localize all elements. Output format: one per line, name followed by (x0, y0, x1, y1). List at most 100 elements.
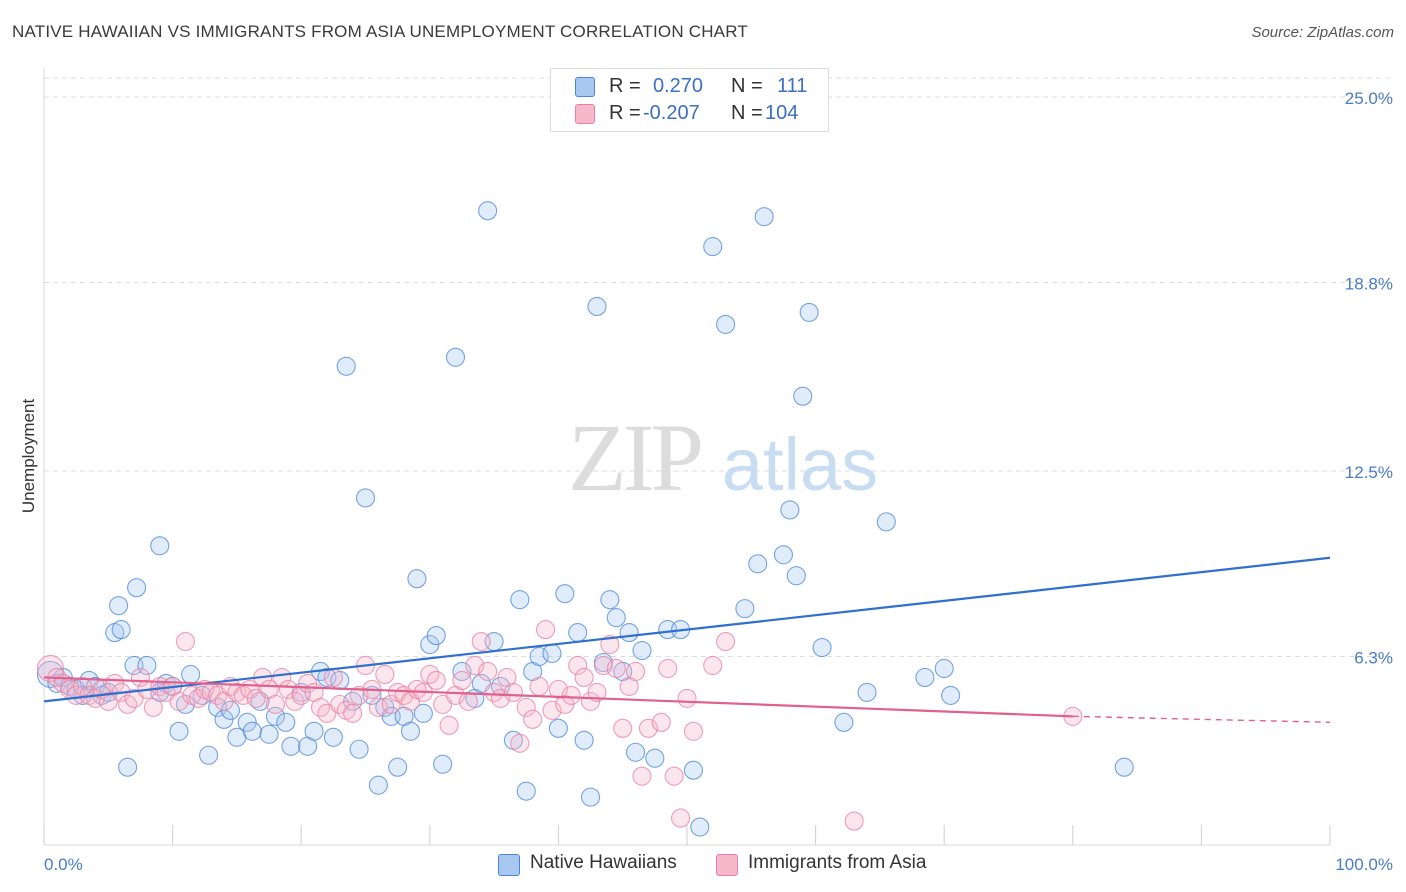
native-hawaiian-point (169, 721, 189, 741)
native-hawaiian-point (355, 488, 376, 508)
native-hawaiian-point (433, 754, 453, 774)
native-hawaiian-point (259, 724, 279, 744)
immigrants-from-asia-point (375, 664, 395, 685)
native-hawaiian-point (1114, 757, 1134, 777)
native-hawaiian-point (626, 742, 646, 762)
native-hawaiian-point (109, 596, 129, 616)
watermark-zip: ZIP (568, 404, 701, 511)
watermark-atlas: atlas (722, 423, 878, 506)
native-hawaiian-point (542, 643, 562, 664)
native-hawaiian-point (934, 658, 954, 679)
native-hawaiian-point (510, 590, 530, 610)
legend-r-value: -0.207 (643, 102, 700, 124)
immigrants-from-asia-point (510, 733, 530, 753)
legend-swatch-immigrants-from-asia (575, 104, 595, 124)
native-hawaiian-point (323, 727, 343, 747)
native-hawaiian-point (619, 623, 639, 643)
legend-r-label: R = (609, 75, 641, 97)
native-hawaiian-point (336, 356, 356, 376)
x-ticks (43, 825, 1331, 845)
native-hawaiian-point (555, 584, 575, 604)
immigrants-from-asia-point (478, 661, 498, 682)
series-legend-item-native-hawaiians[interactable]: Native Hawaiians (498, 852, 698, 878)
immigrants-from-asia-point (323, 667, 343, 687)
immigrants-from-asia-point (471, 631, 491, 652)
legend-row-native-hawaiians: R = 0.270 N = 111 (551, 75, 828, 99)
immigrants-from-asia-point (677, 688, 697, 708)
y-tick-labels: 6.3% 12.5% 18.8% 25.0% (1345, 89, 1393, 668)
native-hawaiian-point (703, 237, 723, 257)
native-hawaiian-point (445, 347, 466, 367)
native-hawaiian-point (754, 207, 774, 227)
immigrants-from-asia-point (36, 654, 64, 683)
native-hawaiian-point (915, 667, 935, 687)
immigrants-from-asia-point (568, 655, 588, 676)
immigrants-from-asia-point (426, 670, 446, 690)
native-hawaiian-point (388, 757, 408, 777)
native-hawaiian-point (478, 201, 498, 221)
immigrants-from-asia-point (574, 667, 594, 687)
legend-n-label: N = (731, 75, 763, 97)
immigrants-from-asia-point (626, 661, 646, 682)
y-tick-label: 12.5% (1345, 463, 1393, 482)
native-hawaiian-point (237, 712, 257, 732)
native-hawaiian-point (812, 637, 832, 658)
y-tick-label: 6.3% (1354, 649, 1393, 668)
immigrants-from-asia-point (651, 712, 671, 732)
series-legend-swatch (498, 854, 520, 876)
series-legend-swatch (716, 854, 738, 876)
immigrants-from-asia-point (452, 670, 472, 690)
legend-r-label: R = (609, 102, 641, 124)
native-hawaiian-point (568, 623, 588, 643)
native-hawaiian-point (587, 296, 607, 316)
immigrants-from-asia-point (658, 658, 678, 679)
native-hawaiian-point (748, 554, 768, 574)
native-hawaiian-point (690, 817, 710, 837)
source-note: Source: ZipAtlas.com (1251, 24, 1394, 41)
native-hawaiian-point (548, 718, 568, 738)
immigrants-from-asia-point (606, 658, 626, 679)
series-legend: Native Hawaiians Immigrants from Asia (0, 852, 1406, 878)
native-hawaiian-point (304, 721, 324, 741)
legend-r-value: 0.270 (653, 75, 704, 97)
native-hawaiian-point (181, 664, 201, 685)
immigrants-from-asia-point (561, 685, 581, 705)
native-hawaiian-point (857, 682, 877, 702)
immigrants-from-asia-point (703, 655, 723, 676)
native-hawaiian-point (793, 386, 813, 406)
native-hawaiian-point (400, 721, 421, 741)
legend-row-immigrants-from-asia: R = -0.207 N = 104 (551, 102, 828, 126)
native-hawaiian-point (941, 685, 961, 705)
native-hawaiian-point (368, 775, 388, 795)
immigrants-from-asia-point (439, 715, 459, 735)
native-hawaiian-point (580, 787, 601, 807)
immigrants-from-asia-point (458, 691, 478, 711)
immigrants-from-asia-point (664, 766, 684, 786)
y-tick-label: 25.0% (1345, 89, 1393, 108)
immigrants-from-asia-point (529, 676, 549, 696)
native-hawaiian-point (407, 569, 427, 589)
x-tick-label: 100.0% (1335, 855, 1393, 874)
native-hawaiian-point (516, 781, 536, 801)
immigrants-from-asia-point (535, 620, 556, 640)
legend-n-label: N = (731, 102, 763, 124)
trendline-native-hawaiians (43, 556, 1331, 703)
native-hawaiian-point (735, 599, 755, 619)
native-hawaiian-point (426, 626, 446, 646)
native-hawaiian-point (799, 302, 819, 322)
immigrants-from-asia-point (632, 766, 652, 786)
native-hawaiian-point (716, 314, 736, 334)
series-legend-item-immigrants-from-asia[interactable]: Immigrants from Asia (716, 852, 956, 878)
native-hawaiian-point (786, 566, 806, 586)
legend-n-value: 104 (765, 102, 799, 124)
y-axis-label: Unemployment (19, 399, 38, 514)
legend-swatch-native-hawaiians (575, 77, 595, 97)
native-hawaiian-point (645, 748, 665, 768)
native-hawaiian-point (349, 739, 369, 759)
native-hawaiian-point (683, 760, 703, 780)
chart-title: NATIVE HAWAIIAN VS IMMIGRANTS FROM ASIA … (12, 22, 748, 41)
native-hawaiian-point (413, 703, 433, 723)
immigrants-from-asia-point (516, 697, 536, 717)
trendline-immigrants-from-asia-extrapolated (1072, 715, 1331, 724)
